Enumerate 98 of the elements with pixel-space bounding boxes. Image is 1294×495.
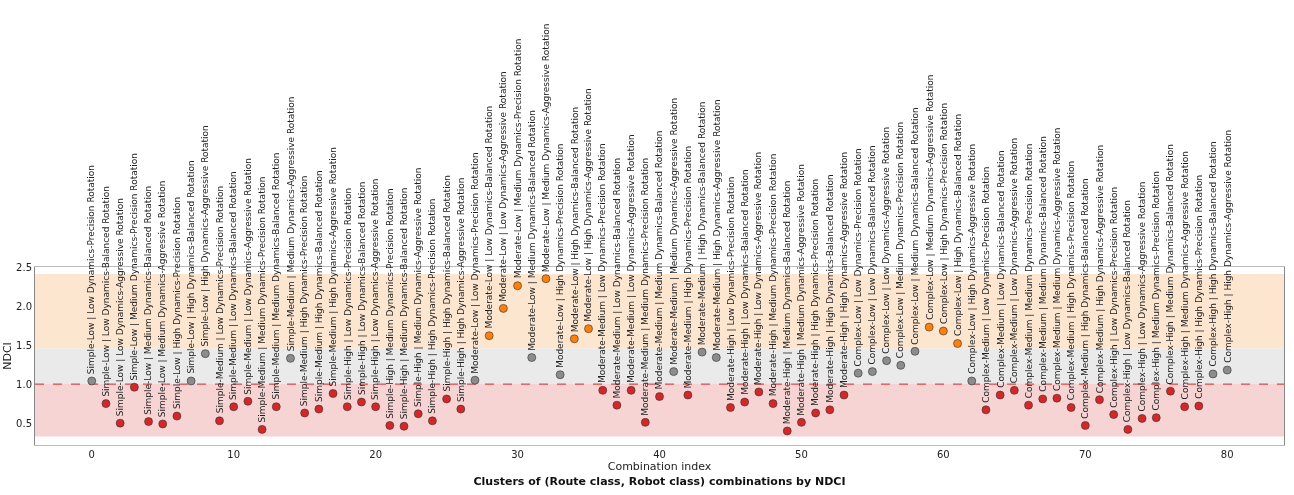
annotation: Simple-Low | High Dynamics-Balanced Rotation (185, 160, 196, 374)
annotation: Simple-Low | Medium Dynamics-Balanced Rotation (143, 185, 154, 415)
annotation: Moderate-Low | Medium Dynamics-Precision Rotation (512, 38, 523, 279)
x-axis-title: Combination index (607, 460, 712, 473)
annotation: Simple-Low | Medium Dynamics-Precision Rotation (129, 152, 140, 381)
annotation: Complex-High | Medium Dynamics-Aggressive Rotation (1179, 151, 1190, 400)
annotation: Moderate-Medium | High Dynamics-Precision Rotation (683, 145, 694, 389)
annotation: Complex-High | Medium Dynamics-Balanced Rotation (1165, 144, 1176, 385)
annotation: Simple-High | Medium Dynamics-Precision Rotation (384, 188, 395, 419)
annotation: Simple-High | Medium Dynamics-Balanced Rotation (398, 187, 409, 420)
annotation: Simple-Low | Low Dynamics-Precision Rotation (86, 164, 97, 375)
annotation: Complex-High | Low Dynamics-Precision Rotation (1108, 186, 1119, 408)
x-tick-label: 40 (653, 449, 666, 460)
annotation: Complex-Low | Medium Dynamics-Precision Rotation (895, 121, 906, 359)
annotation: Moderate-High | Medium Dynamics-Precision Rotation (767, 153, 778, 397)
annotation: Moderate-Medium | High Dynamics-Balanced Rotation (696, 101, 707, 346)
annotation: Complex-Low | High Dynamics-Balanced Rotation (953, 113, 964, 337)
x-tick-label: 60 (936, 449, 950, 460)
annotation: Complex-Medium | Low Dynamics-Aggressive Rotation (1009, 137, 1020, 384)
x-tick-label: 70 (1078, 449, 1092, 460)
annotation: Moderate-Low | Medium Dynamics-Aggressive Rotation (540, 23, 551, 273)
annotation: Complex-High | High Dynamics-Balanced Rotation (1207, 141, 1218, 367)
annotation: Simple-Medium | Low Dynamics-Balanced Rotation (228, 171, 239, 400)
x-tick-label: 10 (227, 449, 241, 460)
annotation: Moderate-High | Medium Dynamics-Aggressive Rotation (796, 164, 807, 416)
annotation: Moderate-Medium | Low Dynamics-Balanced Rotation (612, 157, 623, 399)
annotation: Simple-Medium | Low Dynamics-Precision Rotation (214, 185, 225, 414)
y-tick-label: 2.5 (16, 261, 32, 273)
y-tick-label: 0.5 (16, 417, 32, 429)
annotation: Complex-Medium | Medium Dynamics-Precision Rotation (1023, 143, 1034, 399)
annotation: Simple-Low | High Dynamics-Precision Rotation (171, 196, 182, 410)
annotation: Simple-Medium | Low Dynamics-Aggressive Rotation (243, 158, 254, 395)
annotation: Moderate-Low | Medium Dynamics-Balanced Rotation (526, 110, 537, 351)
y-axis-title: NDCI (0, 342, 14, 370)
annotation: Complex-Low | High Dynamics-Precision Rotation (938, 102, 949, 324)
annotation: Complex-Medium | High Dynamics-Balanced Rotation (1079, 178, 1090, 419)
x-tick-label: 80 (1220, 449, 1234, 460)
y-tick-label: 1.5 (16, 339, 32, 351)
annotation: Complex-High | Low Dynamics-Balanced Rotation (1122, 200, 1133, 423)
annotation: Moderate-High | Low Dynamics-Balanced Rotation (739, 169, 750, 395)
annotation: Complex-Low | Low Dynamics-Balanced Rotation (867, 145, 878, 365)
annotation: Simple-Medium | Medium Dynamics-Aggressive Rotation (285, 96, 296, 352)
annotation: Simple-High | High Dynamics-Balanced Rotation (441, 175, 452, 392)
annotation: Simple-High | Medium Dynamics-Aggressive Rotation (413, 167, 424, 407)
annotation: Simple-High | High Dynamics-Precision Rotation (427, 198, 438, 414)
annotation: Simple-Medium | High Dynamics-Precision Rotation (299, 175, 310, 407)
annotation: Simple-High | Low Dynamics-Balanced Rotation (356, 181, 367, 395)
annotation: Moderate-High | Low Dynamics-Precision Rotation (725, 176, 736, 401)
annotation: Complex-High | Medium Dynamics-Precision Rotation (1151, 171, 1162, 411)
annotation: Complex-High | High Dynamics-Precision Rotation (1193, 174, 1204, 399)
x-tick-label: 0 (88, 449, 95, 460)
annotation: Moderate-High | High Dynamics-Precision Rotation (810, 178, 821, 407)
annotation: Moderate-Low | Low Dynamics-Aggressive Rotation (498, 71, 508, 302)
y-tick-label: 2.0 (16, 300, 32, 312)
annotation: Complex-Low | Medium Dynamics-Aggressive Rotation (924, 74, 935, 320)
x-tick-label: 50 (795, 449, 808, 460)
annotation: Moderate-Medium | Medium Dynamics-Precision Rotation (639, 157, 650, 416)
y-tick-label: 1.0 (16, 378, 32, 390)
annotation: Complex-Medium | High Dynamics-Aggressive Rotation (1094, 144, 1105, 394)
annotation: Complex-High | Low Dynamics-Aggressive Rotation (1136, 181, 1147, 412)
annotation: Moderate-Low | Low Dynamics-Precision Rotation (470, 152, 481, 374)
annotation: Simple-Low | Low Dynamics-Aggressive Rotation (115, 197, 126, 417)
annotation: Simple-Low | High Dynamics-Aggressive Rotation (200, 125, 211, 347)
annotation: Simple-High | High Dynamics-Aggressive Rotation (455, 177, 466, 402)
annotation: Moderate-High | Low Dynamics-Aggressive Rotation (753, 151, 764, 386)
text: Clusters of (Route class, Robot class) combinations by NDCI (473, 475, 846, 489)
annotation: Complex-High | High Dynamics-Aggressive Rotation (1222, 129, 1233, 363)
annotation: Simple-Medium | Medium Dynamics-Precision Rotation (256, 176, 267, 423)
annotation: Moderate-Medium | High Dynamics-Aggressive Rotation (711, 99, 722, 351)
x-tick-label: 20 (369, 449, 383, 460)
annotation: Simple-High | Low Dynamics-Aggressive Rotation (370, 178, 381, 400)
annotation: Complex-Medium | Low Dynamics-Precision Rotation (981, 166, 992, 403)
annotation: Moderate-Medium | Medium Dynamics-Balanced Rotation (654, 130, 665, 390)
annotation: Simple-High | Low Dynamics-Precision Rotation (342, 187, 353, 400)
annotation: Moderate-Medium | Medium Dynamics-Aggressive Rotation (668, 97, 679, 365)
annotation: Moderate-Low | High Dynamics-Precision Rotation (555, 143, 566, 368)
annotation: Complex-Low | Medium Dynamics-Balanced Rotation (910, 107, 921, 345)
annotation: Moderate-High | High Dynamics-Balanced Rotation (824, 174, 835, 403)
annotation: Simple-Low | Medium Dynamics-Aggressive Rotation (157, 180, 168, 418)
annotation: Simple-Medium | Medium Dynamics-Balanced Rotation (271, 152, 282, 400)
annotation: Moderate-Medium | Low Dynamics-Precision Rotation (597, 143, 608, 384)
x-tick-label: 30 (511, 449, 524, 460)
annotation: Moderate-Low | High Dynamics-Aggressive Rotation (583, 88, 594, 322)
annotation: Moderate-Low | High Dynamics-Balanced Rotation (569, 106, 580, 333)
annotation: Moderate-Low | Low Dynamics-Balanced Rotation (483, 105, 494, 329)
annotation: Simple-Low | Low Dynamics-Balanced Rotation (101, 186, 112, 397)
annotation: Complex-Low | Low Dynamics-Precision Rotation (853, 148, 864, 367)
annotation: Moderate-High | High Dynamics-Aggressive Rotation (838, 151, 849, 389)
annotation: Complex-Medium | High Dynamics-Precision Rotation (1066, 160, 1077, 401)
annotation: Moderate-High | Medium Dynamics-Balanced Rotation (782, 180, 793, 425)
annotation: Simple-Medium | High Dynamics-Balanced Rotation (313, 170, 324, 402)
annotation: Complex-Medium | Low Dynamics-Balanced Rotation (995, 150, 1006, 388)
annotation: Simple-Medium | High Dynamics-Aggressive Rotation (327, 146, 338, 387)
annotation: Moderate-Medium | Low Dynamics-Aggressive Rotation (626, 134, 637, 383)
annotation: Complex-Low | High Dynamics-Aggressive Rotation (966, 143, 977, 374)
annotation: Complex-Medium | Medium Dynamics-Balanced Rotation (1037, 135, 1048, 392)
annotation: Complex-Medium | Medium Dynamics-Aggressive Rotation (1051, 127, 1062, 392)
annotation: Complex-Low | Low Dynamics-Aggressive Rotation (881, 126, 892, 354)
